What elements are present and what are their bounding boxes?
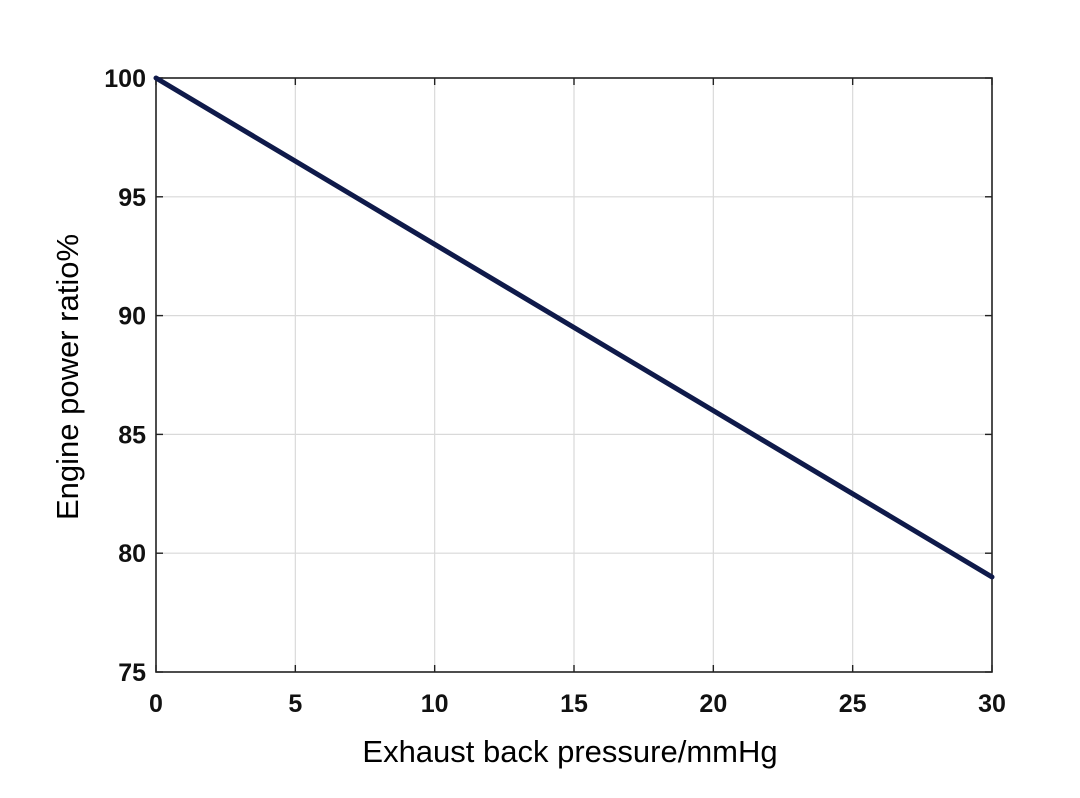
x-tick-label: 15 bbox=[560, 690, 588, 718]
y-axis-title: Engine power ratio% bbox=[50, 234, 85, 520]
x-axis-title: Exhaust back pressure/mmHg bbox=[362, 734, 777, 769]
y-tick-labels: 75 80 85 90 95 100 bbox=[104, 65, 146, 687]
x-tick-label: 5 bbox=[288, 690, 302, 718]
y-tick-label: 95 bbox=[118, 184, 146, 212]
grid bbox=[156, 78, 992, 672]
y-tick-label: 100 bbox=[104, 65, 146, 93]
x-tick-label: 30 bbox=[978, 690, 1006, 718]
x-tick-label: 10 bbox=[421, 690, 449, 718]
x-tick-labels: 0 5 10 15 20 25 30 bbox=[149, 690, 1006, 718]
series-layer bbox=[153, 75, 995, 580]
y-tick-label: 90 bbox=[118, 303, 146, 331]
x-tick-label: 20 bbox=[699, 690, 727, 718]
y-tick-label: 80 bbox=[118, 540, 146, 568]
x-tick-label: 0 bbox=[149, 690, 163, 718]
x-tick-label: 25 bbox=[839, 690, 867, 718]
series-line bbox=[153, 75, 995, 580]
y-tick-label: 85 bbox=[118, 421, 146, 449]
axis-ticks bbox=[155, 77, 993, 673]
y-tick-label: 75 bbox=[118, 659, 146, 687]
